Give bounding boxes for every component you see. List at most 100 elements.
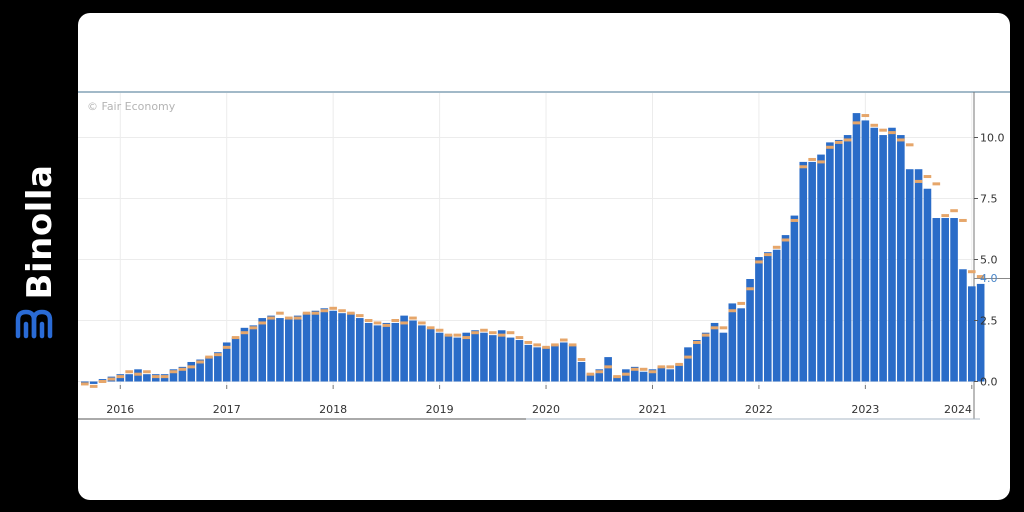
- bar-actual: [231, 337, 240, 382]
- bar-actual: [205, 357, 213, 382]
- bar-actual: [533, 347, 541, 382]
- bar-actual: [347, 313, 355, 382]
- forecast-marker: [409, 316, 417, 320]
- last-value-line: [974, 278, 1010, 279]
- forecast-marker: [559, 338, 568, 342]
- bar-actual: [276, 318, 284, 382]
- bar-actual: [950, 218, 958, 382]
- bar-actual: [648, 369, 657, 382]
- bar-actual: [320, 308, 329, 382]
- forecast-marker: [879, 128, 887, 132]
- inflation-bar-chart: 0.0 2.5 5.0 7.5 10.0 2016 2017 2018 2019 2020 202…: [78, 91, 1010, 420]
- forecast-marker: [258, 321, 266, 325]
- bar-actual: [870, 127, 879, 382]
- bar-actual: [382, 322, 391, 382]
- forecast-marker: [710, 326, 719, 330]
- bar-actual: [684, 347, 692, 382]
- forecast-marker: [976, 275, 985, 279]
- forecast-marker: [630, 367, 639, 371]
- forecast-marker: [533, 343, 541, 347]
- bar-actual: [843, 135, 852, 382]
- bar-actual: [905, 169, 914, 382]
- forecast-marker: [453, 333, 462, 337]
- bar-actual: [293, 315, 302, 382]
- forecast-marker: [666, 365, 675, 369]
- bar-actual: [249, 325, 258, 382]
- bar-actual: [480, 332, 488, 382]
- forecast-marker: [950, 209, 958, 213]
- bar-actual: [214, 352, 222, 382]
- bar-actual: [879, 135, 887, 382]
- bar-actual: [89, 381, 98, 384]
- forecast-marker: [693, 340, 701, 344]
- bar-actual: [737, 308, 745, 382]
- forecast-marker: [214, 353, 222, 357]
- bar-actual: [373, 325, 382, 382]
- bar-actual: [790, 215, 799, 382]
- forecast-marker: [968, 270, 976, 274]
- x-axis-ticks: 2016 2017 2018 2019 2020 2021 2022 2023 2024: [106, 385, 973, 416]
- forecast-marker: [81, 382, 89, 386]
- bar-actual: [240, 327, 249, 382]
- bar-actual: [559, 342, 568, 382]
- forecast-marker: [435, 328, 444, 332]
- forecast-marker: [781, 238, 790, 242]
- forecast-marker: [542, 345, 550, 349]
- bar-actual: [471, 330, 479, 382]
- bar-actual: [746, 279, 754, 382]
- bar-actual: [329, 310, 337, 382]
- y-tick-label: 2.5: [980, 315, 998, 328]
- forecast-marker: [400, 321, 408, 325]
- forecast-marker: [338, 309, 346, 313]
- bar-actual: [444, 335, 453, 382]
- bar-actual: [888, 127, 896, 382]
- bar-actual: [178, 366, 187, 382]
- forecast-marker: [755, 260, 763, 264]
- bar-actual: [897, 135, 905, 382]
- forecast-marker: [480, 328, 488, 332]
- bar-actual: [338, 313, 346, 382]
- bar-actual: [143, 374, 151, 382]
- forecast-marker: [364, 319, 373, 322]
- forecast-marker: [888, 131, 896, 135]
- bar-actual: [524, 344, 533, 382]
- chart-card: 0.0 2.5 5.0 7.5 10.0 2016 2017 2018 2019 2020 202…: [78, 13, 1010, 500]
- forecast-marker: [719, 326, 728, 330]
- forecast-marker: [178, 367, 187, 371]
- forecast-marker: [595, 370, 604, 374]
- bar-actual: [613, 376, 621, 382]
- forecast-marker: [497, 333, 506, 337]
- x-tick-label: 2016: [106, 403, 134, 416]
- bar-actual: [657, 366, 666, 382]
- forecast-marker: [914, 179, 923, 183]
- forecast-marker: [489, 331, 497, 335]
- bar-actual: [400, 315, 408, 382]
- forecast-marker: [267, 316, 275, 320]
- forecast-marker: [524, 340, 533, 344]
- forecast-marker: [861, 114, 870, 118]
- bar-actual: [285, 318, 293, 382]
- forecast-marker: [941, 214, 949, 218]
- bar-actual: [355, 318, 364, 382]
- forecast-marker: [222, 345, 231, 349]
- forecast-marker: [329, 306, 337, 310]
- x-tick-label: 2019: [426, 403, 454, 416]
- y-tick-label: 7.5: [980, 193, 998, 206]
- bar-actual: [675, 364, 683, 382]
- forecast-marker: [196, 360, 204, 364]
- forecast-marker: [116, 375, 125, 379]
- forecast-marker: [347, 311, 355, 315]
- bar-actual: [719, 332, 728, 382]
- forecast-marker: [134, 372, 142, 376]
- forecast-marker: [684, 355, 692, 359]
- forecast-marker: [586, 372, 595, 376]
- forecast-marker: [515, 336, 524, 340]
- forecast-marker: [373, 321, 382, 325]
- forecast-marker: [382, 323, 391, 327]
- bar-actual: [639, 371, 648, 382]
- bar-actual: [781, 235, 790, 382]
- bar-actual: [976, 283, 985, 382]
- forecast-marker: [151, 375, 160, 379]
- forecast-marker: [249, 326, 258, 330]
- bar-actual: [453, 337, 462, 382]
